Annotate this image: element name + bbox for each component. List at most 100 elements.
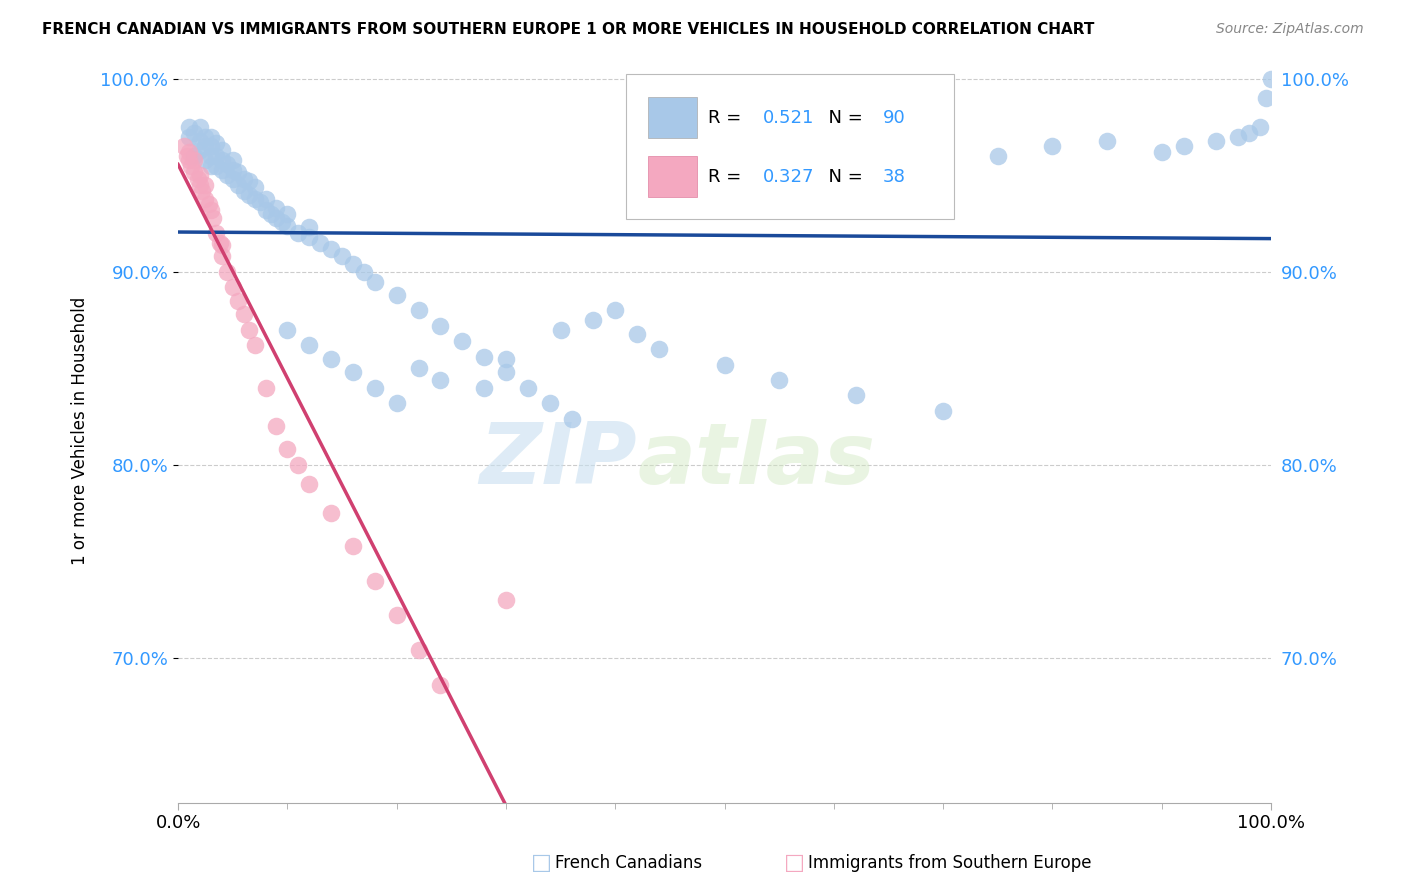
Point [319, 506, 342, 520]
Point [205, 159, 228, 173]
Text: FRENCH CANADIAN VS IMMIGRANTS FROM SOUTHERN EUROPE 1 OR MORE VEHICLES IN HOUSEHO: FRENCH CANADIAN VS IMMIGRANTS FROM SOUTH… [42, 22, 1094, 37]
Point [243, 192, 266, 206]
Point [1227, 129, 1250, 144]
Point [298, 338, 321, 352]
Point [429, 678, 451, 692]
Point [605, 303, 627, 318]
Point [319, 351, 342, 366]
Point [194, 192, 217, 206]
Point [845, 388, 868, 402]
Text: Source: ZipAtlas.com: Source: ZipAtlas.com [1216, 22, 1364, 37]
Point [429, 373, 451, 387]
Point [222, 172, 245, 186]
Point [222, 153, 245, 167]
Point [330, 249, 353, 263]
Text: 38: 38 [883, 168, 905, 186]
Point [408, 643, 430, 657]
Point [254, 192, 277, 206]
Point [768, 373, 790, 387]
Point [495, 593, 517, 607]
Point [364, 275, 387, 289]
Point [202, 211, 225, 225]
Point [188, 144, 211, 158]
Point [561, 411, 583, 425]
Point [364, 574, 387, 588]
Point [385, 288, 408, 302]
Point [194, 178, 217, 192]
Point [238, 174, 260, 188]
Text: □: □ [785, 854, 804, 873]
Point [183, 164, 205, 178]
Point [260, 207, 283, 221]
Point [187, 172, 209, 186]
Point [276, 219, 298, 233]
Point [342, 539, 364, 553]
Point [550, 323, 572, 337]
Point [472, 381, 495, 395]
Point [1095, 134, 1118, 148]
Point [205, 227, 228, 241]
Point [342, 257, 364, 271]
Point [194, 153, 217, 167]
Point [385, 608, 408, 623]
Point [516, 381, 538, 395]
Point [408, 303, 430, 318]
Point [232, 307, 254, 321]
Point [226, 178, 249, 192]
Text: atlas: atlas [637, 419, 876, 502]
Point [713, 358, 735, 372]
Point [238, 187, 260, 202]
Point [183, 149, 205, 163]
Point [180, 159, 202, 173]
Point [254, 381, 277, 395]
Point [1249, 120, 1271, 135]
Point [1150, 145, 1173, 160]
Point [1239, 126, 1261, 140]
Point [200, 129, 222, 144]
Y-axis label: 1 or more Vehicles in Household: 1 or more Vehicles in Household [72, 297, 89, 566]
Point [249, 195, 271, 210]
Point [197, 197, 219, 211]
Point [298, 230, 321, 244]
Point [648, 342, 671, 356]
Point [222, 280, 245, 294]
Point [183, 153, 205, 167]
Point [211, 144, 233, 158]
Point [364, 381, 387, 395]
Point [226, 293, 249, 308]
Point [266, 419, 288, 434]
Point [582, 313, 605, 327]
Point [276, 442, 298, 457]
Text: R =: R = [709, 109, 747, 127]
Point [232, 184, 254, 198]
Point [1173, 139, 1195, 153]
Point [1205, 134, 1227, 148]
Point [287, 227, 309, 241]
Point [243, 180, 266, 194]
Bar [648, 156, 697, 197]
Text: French Canadians: French Canadians [555, 855, 703, 872]
Point [276, 207, 298, 221]
Text: N =: N = [817, 168, 869, 186]
Text: 90: 90 [883, 109, 905, 127]
Point [287, 458, 309, 472]
Text: ZIP: ZIP [479, 419, 637, 502]
Point [243, 338, 266, 352]
Text: 0.327: 0.327 [763, 168, 814, 186]
Point [319, 242, 342, 256]
Point [472, 350, 495, 364]
Point [211, 162, 233, 177]
Text: R =: R = [709, 168, 747, 186]
Point [1260, 71, 1282, 86]
Point [1042, 139, 1064, 153]
Point [226, 164, 249, 178]
Point [266, 211, 288, 225]
Point [495, 365, 517, 379]
Point [194, 139, 217, 153]
Point [232, 172, 254, 186]
Point [200, 149, 222, 163]
Point [188, 178, 211, 192]
Point [177, 153, 200, 167]
Point [342, 365, 364, 379]
Point [298, 477, 321, 491]
